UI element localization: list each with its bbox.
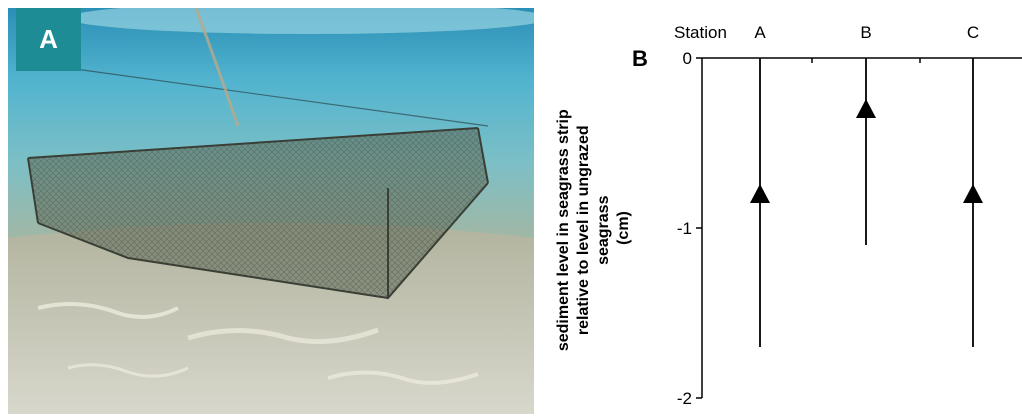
station-label-c: C — [967, 23, 979, 42]
chart-marks: 0 -1 -2 A B C — [677, 23, 1022, 408]
y-tick-label-2: -2 — [677, 389, 692, 408]
y-tick-label-0: 0 — [683, 49, 692, 68]
panel-b-label: B — [632, 46, 648, 71]
station-label-b: B — [860, 23, 871, 42]
chart-canvas: B Station sediment level in seagrass str… — [555, 23, 1022, 408]
y-tick-label-1: -1 — [677, 219, 692, 238]
y-axis-label: sediment level in seagrass strip relativ… — [555, 105, 632, 351]
y-axis-label-line-1: sediment level in seagrass strip — [555, 109, 572, 351]
underwater-photo: A — [8, 8, 534, 414]
y-axis-label-line-2: relative to level in ungrazed — [575, 125, 592, 335]
panel-a-label: A — [16, 8, 81, 71]
triangle-marker-b — [856, 99, 876, 118]
triangle-marker-c — [963, 184, 983, 203]
station-label-a: A — [754, 23, 766, 42]
station-header: Station — [674, 23, 727, 42]
sediment-level-chart: B Station sediment level in seagrass str… — [540, 0, 1022, 414]
triangle-marker-a — [750, 184, 770, 203]
y-axis-label-line-3: seagrass — [595, 195, 612, 264]
seagrass-cage-photo — [8, 8, 534, 414]
y-axis-label-line-4: (cm) — [615, 211, 632, 245]
